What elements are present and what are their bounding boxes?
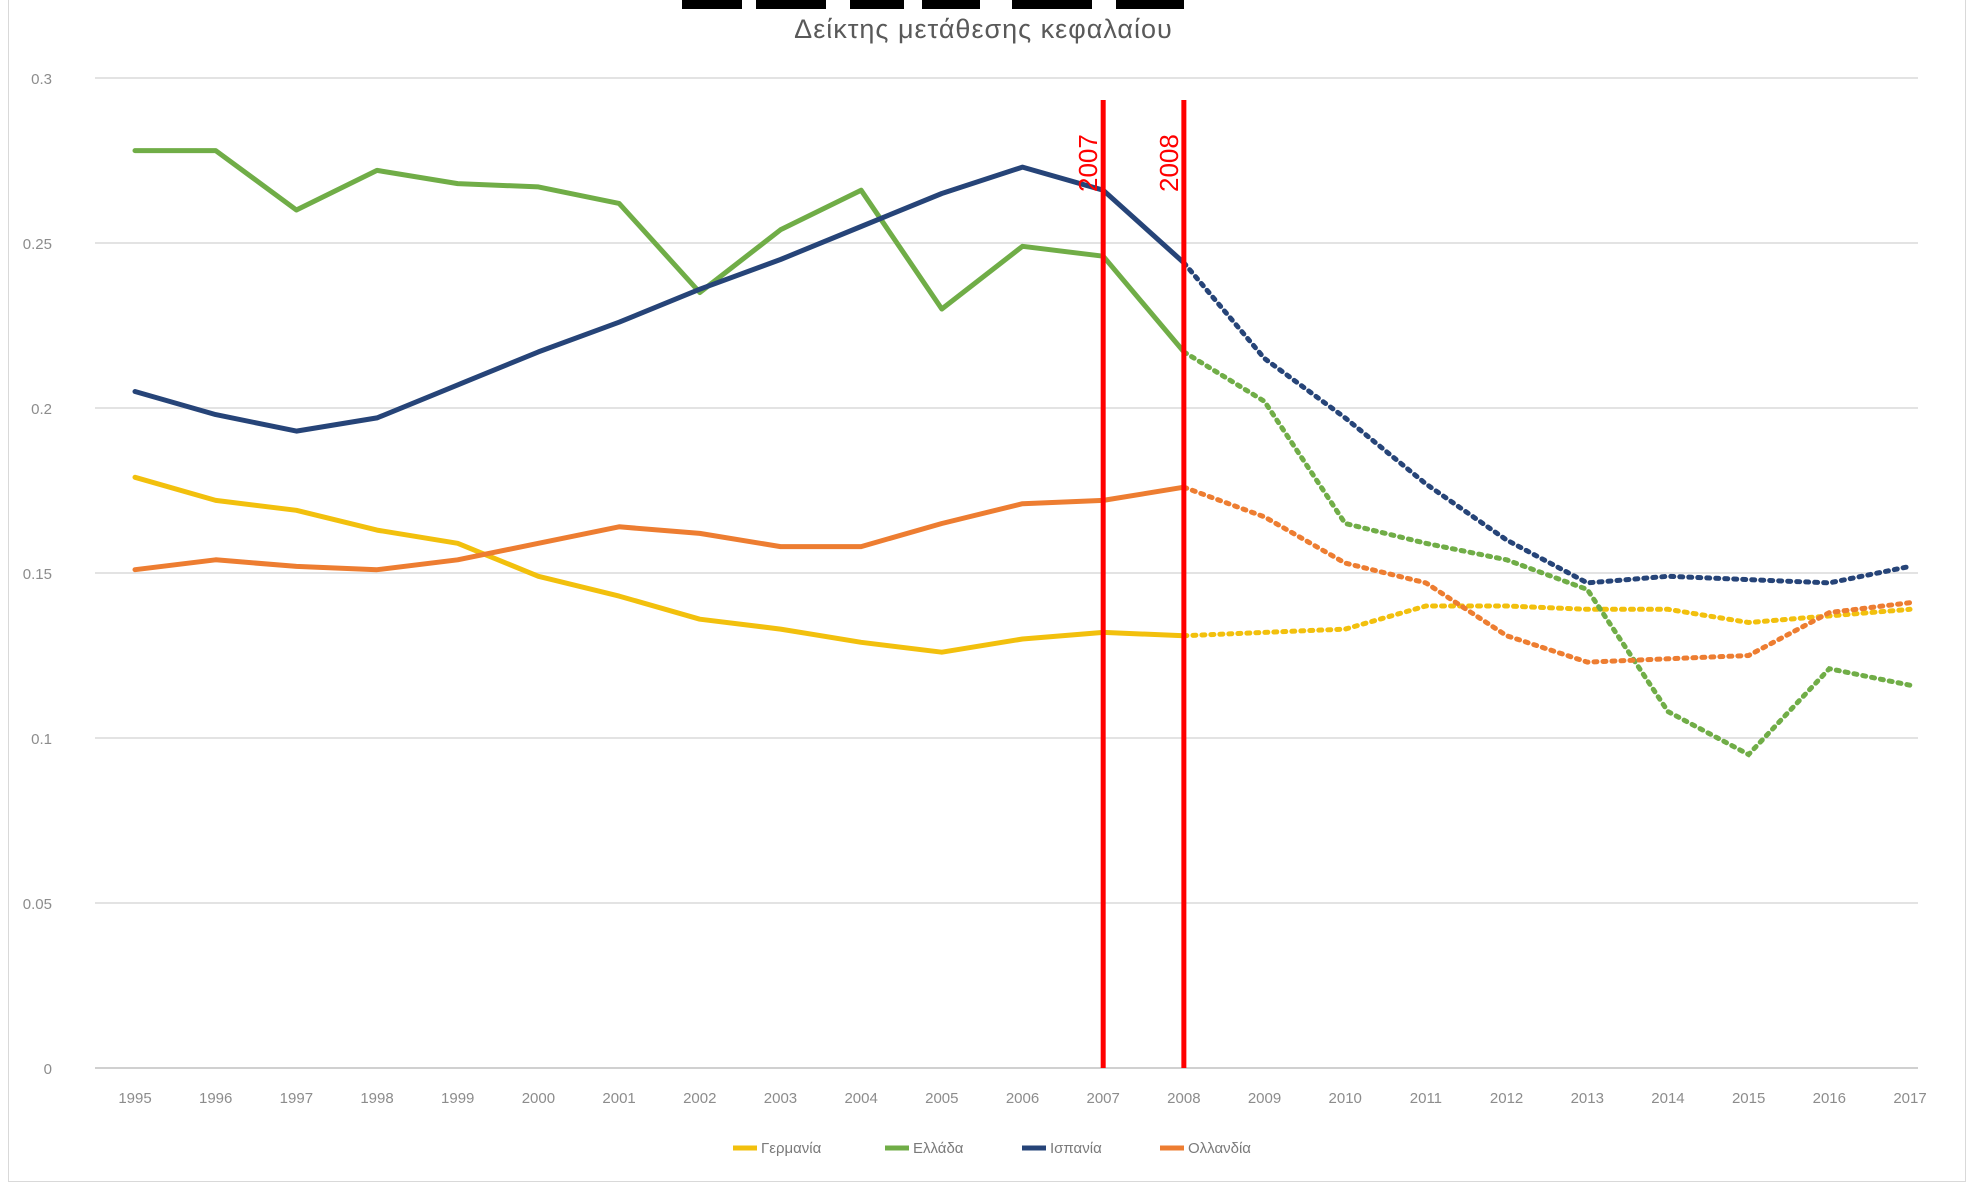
x-tick-label: 2011 — [1410, 1090, 1442, 1107]
series-line-solid — [132, 474, 1187, 655]
x-tick-label: 2017 — [1893, 1090, 1926, 1107]
chart-frame — [8, 0, 1966, 1182]
y-tick-label: 0.15 — [23, 566, 52, 583]
y-tick-label: 0.3 — [31, 71, 52, 88]
legend-label: Γερμανία — [761, 1140, 822, 1157]
x-tick-label: 2010 — [1329, 1090, 1362, 1107]
y-tick-label: 0.1 — [31, 731, 52, 748]
y-tick-label: 0.05 — [23, 896, 52, 913]
x-tick-label: 1997 — [280, 1090, 313, 1107]
series-line-dotted — [1181, 603, 1913, 639]
series-line-solid — [132, 484, 1187, 573]
y-tick-label: 0.25 — [23, 236, 52, 253]
y-tick-label: 0.2 — [31, 401, 52, 418]
x-tick-label: 1999 — [441, 1090, 474, 1107]
x-tick-label: 2014 — [1651, 1090, 1684, 1107]
x-tick-label: 2009 — [1248, 1090, 1281, 1107]
x-tick-label: 2013 — [1571, 1090, 1604, 1107]
x-tick-label: 2006 — [1006, 1090, 1039, 1107]
x-tick-label: 2001 — [602, 1090, 635, 1107]
x-tick-label: 2016 — [1813, 1090, 1846, 1107]
series-line-dotted — [1181, 260, 1913, 586]
x-tick-label: 2000 — [522, 1090, 555, 1107]
y-tick-label: 0 — [44, 1061, 52, 1078]
chart-title: Δείκτης μετάθεσης κεφαλαίου — [794, 14, 1173, 44]
x-tick-label: 2002 — [683, 1090, 716, 1107]
annotation-label: 2007 — [1073, 134, 1103, 192]
x-tick-label: 1995 — [118, 1090, 151, 1107]
legend-label: Ισπανία — [1050, 1140, 1102, 1157]
x-tick-label: 2003 — [764, 1090, 797, 1107]
legend-label: Ολλανδία — [1188, 1140, 1251, 1157]
cropped-heading-fragment — [660, 0, 1220, 10]
series-line-solid — [132, 148, 1187, 355]
annotation-label: 2008 — [1154, 134, 1184, 192]
x-tick-label: 1998 — [360, 1090, 393, 1107]
x-tick-label: 2004 — [844, 1090, 877, 1107]
x-tick-label: 2008 — [1167, 1090, 1200, 1107]
series-line-dotted — [1181, 349, 1913, 758]
x-tick-label: 2012 — [1490, 1090, 1523, 1107]
x-tick-label: 2015 — [1732, 1090, 1765, 1107]
series-line-solid — [132, 164, 1187, 434]
series-line-dotted — [1181, 484, 1913, 665]
x-tick-label: 1996 — [199, 1090, 232, 1107]
x-tick-label: 2005 — [925, 1090, 958, 1107]
x-tick-label: 2007 — [1086, 1090, 1119, 1107]
legend-label: Ελλάδα — [913, 1140, 964, 1157]
